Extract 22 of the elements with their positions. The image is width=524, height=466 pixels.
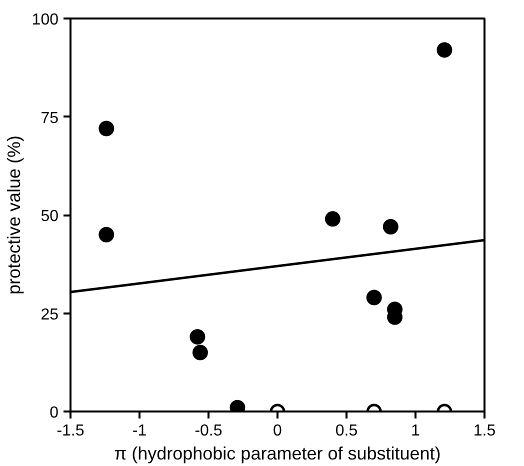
point [190,329,206,345]
x-tick-label: -1 [132,422,147,440]
point [98,120,114,136]
y-axis-title: protective value (%) [4,135,24,295]
x-tick-label: -1.5 [56,422,84,440]
x-tick-label: 0.5 [335,422,358,440]
y-tick-label: 25 [40,306,59,324]
point [98,226,114,242]
x-tick-label: 1.5 [473,422,496,440]
point [192,344,208,360]
x-tick-label: 0 [273,422,282,440]
point [436,42,452,58]
x-tick-label: 1 [411,422,420,440]
y-tick-label: 75 [40,110,59,127]
y-tick-label: 50 [40,208,59,225]
x-tick-label: -0.5 [194,422,222,440]
x-axis-title: π (hydrophobic parameter of substituent) [114,444,441,464]
point [382,219,398,235]
point [324,211,340,227]
point [366,290,382,306]
y-tick-label: 100 [32,12,59,28]
y-tick-label: 0 [50,404,59,422]
